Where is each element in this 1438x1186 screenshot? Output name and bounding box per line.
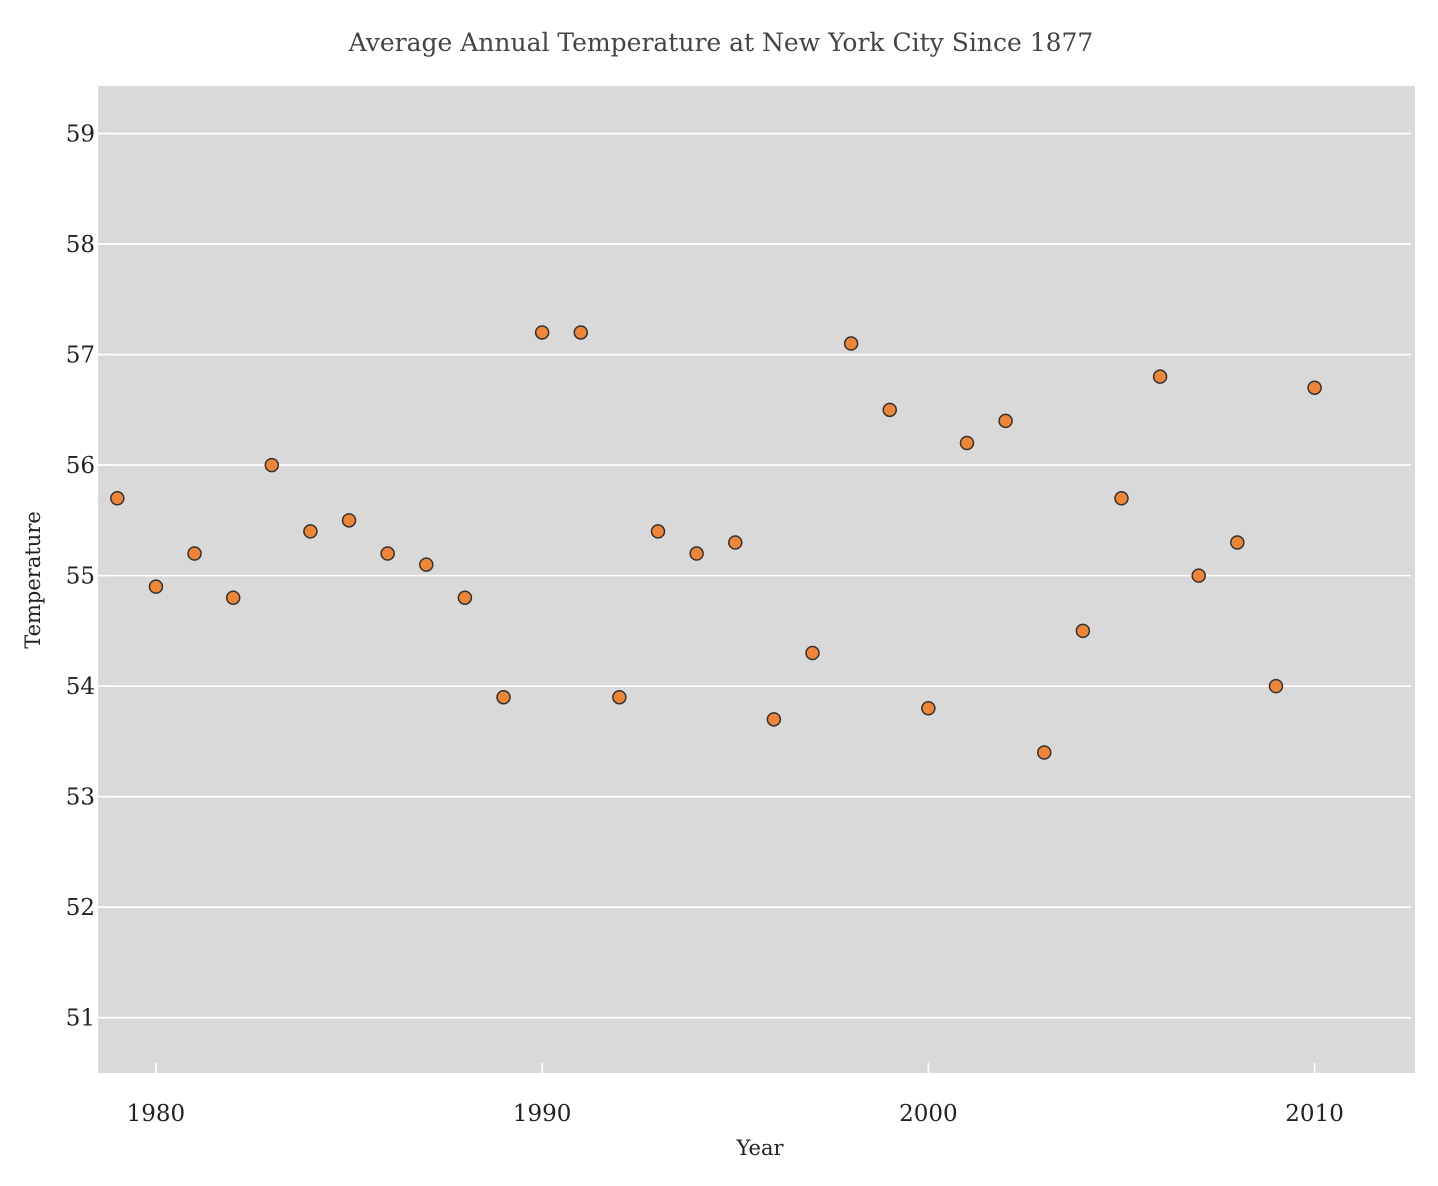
data-point-2007 — [1191, 568, 1206, 583]
y-tick-label-53: 53 — [66, 785, 95, 811]
data-point-2008 — [1230, 535, 1245, 550]
x-tick-label-1980: 1980 — [127, 1101, 186, 1127]
data-point-1991 — [573, 325, 589, 340]
y-tick-label-59: 59 — [66, 122, 95, 148]
data-point-1981 — [187, 546, 202, 561]
y-tick-label-58: 58 — [66, 232, 95, 258]
data-point-1998 — [843, 336, 859, 351]
y-tick-label-52: 52 — [66, 895, 95, 921]
data-point-1992 — [612, 689, 627, 705]
chart-title: Average Annual Temperature at New York C… — [348, 28, 1094, 57]
data-point-1980 — [148, 579, 164, 594]
data-point-1997 — [805, 645, 820, 661]
y-tick-label-56: 56 — [66, 453, 95, 479]
data-point-2000 — [921, 701, 936, 716]
data-point-1988 — [457, 590, 473, 605]
data-point-2006 — [1152, 369, 1168, 384]
data-points — [110, 325, 1322, 760]
data-point-2003 — [1036, 745, 1052, 760]
y-tick-label-54: 54 — [66, 674, 95, 700]
data-point-1994 — [689, 546, 704, 561]
y-tick-label-55: 55 — [66, 564, 95, 590]
y-tick-label-51: 51 — [66, 1006, 95, 1032]
data-point-1999 — [882, 402, 897, 418]
data-point-2010 — [1307, 380, 1322, 395]
data-point-1984 — [303, 524, 318, 539]
y-axis-ticks: 51 52 53 54 55 56 57 58 59 — [66, 122, 95, 1032]
x-tick-label-1990: 1990 — [513, 1101, 572, 1127]
data-point-2002 — [998, 413, 1013, 429]
data-point-2005 — [1114, 491, 1129, 506]
data-point-1996 — [766, 712, 782, 727]
data-point-1990 — [534, 325, 550, 340]
data-point-2004 — [1075, 623, 1091, 639]
gridlines — [98, 132, 1411, 1019]
x-tick-label-2000: 2000 — [899, 1101, 958, 1127]
data-point-1993 — [650, 524, 666, 539]
data-point-1987 — [419, 557, 434, 572]
x-axis-label: Year — [735, 1136, 784, 1160]
data-point-2009 — [1268, 678, 1284, 694]
data-point-1983 — [264, 457, 280, 473]
data-point-2001 — [959, 435, 975, 451]
data-point-1982 — [225, 590, 241, 605]
data-point-1986 — [380, 546, 395, 561]
data-point-1995 — [728, 535, 743, 550]
x-tick-label-2010: 2010 — [1285, 1101, 1344, 1127]
data-point-1979 — [110, 491, 125, 506]
y-tick-label-57: 57 — [66, 343, 95, 369]
y-axis-label: Temperature — [21, 511, 45, 649]
data-point-1989 — [496, 689, 511, 705]
data-point-1985 — [341, 513, 357, 528]
x-axis-ticks: 1980 1990 2000 2010 — [127, 1063, 1344, 1127]
plot-area — [98, 86, 1415, 1073]
